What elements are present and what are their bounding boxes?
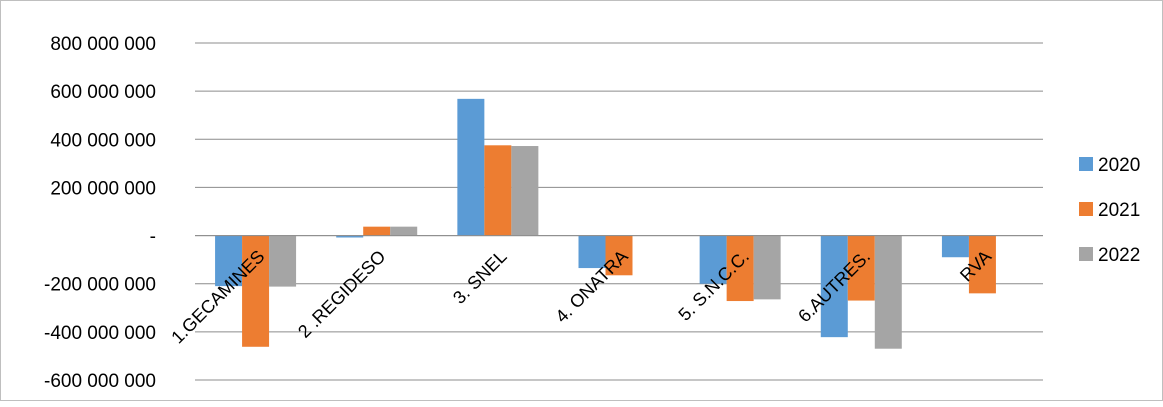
legend-swatch-2022 <box>1079 247 1093 261</box>
y-tick-label: - <box>150 227 156 248</box>
y-tick-label: 800 000 000 <box>50 34 156 55</box>
legend-label: 2021 <box>1098 200 1140 221</box>
bar-2020-0 <box>215 235 243 287</box>
bar-2020-3 <box>578 235 606 269</box>
bar-2021-6 <box>968 235 996 294</box>
legend-swatch-2021 <box>1079 202 1093 216</box>
y-tick-label: 600 000 000 <box>50 82 156 103</box>
x-category-label: 3. SNEL <box>449 246 511 308</box>
bar-2022-5 <box>874 235 902 349</box>
y-axis-tick-labels: 800 000 000 600 000 000 400 000 000 200 000… <box>44 34 156 392</box>
y-tick-label: 200 000 000 <box>50 178 156 199</box>
y-tick-label: 400 000 000 <box>50 130 156 151</box>
bar-2021-2 <box>484 145 512 236</box>
y-tick-label: -400 000 000 <box>44 323 156 344</box>
bar-2021-4 <box>726 235 754 302</box>
bar-2020-4 <box>699 235 727 284</box>
legend: 2020 2021 2022 <box>1079 155 1140 266</box>
bar-2020-6 <box>941 235 969 258</box>
y-tick-label: -200 000 000 <box>44 275 156 296</box>
legend-label: 2022 <box>1098 245 1140 266</box>
bar-2022-0 <box>269 235 297 287</box>
bar-2021-1 <box>363 226 391 236</box>
bars <box>215 98 996 349</box>
y-tick-label: -600 000 000 <box>44 371 156 392</box>
legend-label: 2020 <box>1098 155 1140 176</box>
gridlines <box>195 42 1043 381</box>
x-category-label: 2 .REGIDESO <box>294 246 389 341</box>
bar-2020-1 <box>336 235 364 238</box>
bar-2022-2 <box>511 146 539 236</box>
bar-2021-0 <box>242 235 270 347</box>
bar-2022-1 <box>390 226 418 236</box>
bar-2020-2 <box>457 98 485 236</box>
bar-2021-5 <box>847 235 875 301</box>
bar-2021-3 <box>605 235 633 276</box>
bar-2022-4 <box>753 235 781 300</box>
bar-2020-5 <box>820 235 848 338</box>
legend-swatch-2020 <box>1079 157 1093 171</box>
